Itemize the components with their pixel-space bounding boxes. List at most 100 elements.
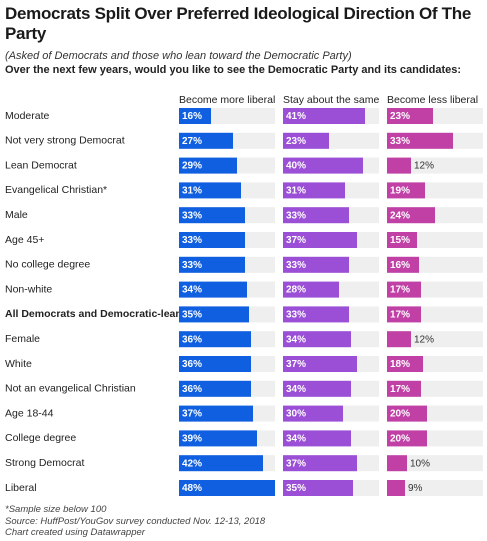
bar: [179, 331, 251, 348]
bar: [387, 232, 417, 248]
value-label: 34%: [286, 334, 306, 345]
bar: [179, 232, 245, 248]
bar: [387, 306, 421, 323]
value-label: 33%: [182, 210, 202, 221]
bar: [179, 356, 251, 372]
row-label: Evangelical Christian*: [5, 184, 107, 196]
bar: [387, 480, 405, 496]
bar: [179, 281, 247, 298]
bar: [283, 157, 363, 174]
chart-title: Democrats Split Over Preferred Ideologic…: [5, 4, 471, 43]
row-label: College degree: [5, 432, 76, 444]
bar: [387, 430, 427, 447]
value-label: 34%: [182, 285, 202, 296]
bar: [283, 356, 357, 372]
bar: [179, 380, 251, 397]
bar: [179, 182, 241, 199]
value-label: 36%: [182, 334, 202, 345]
value-label: 33%: [286, 210, 306, 221]
value-label: 18%: [390, 359, 410, 370]
row-label: Strong Democrat: [5, 457, 84, 469]
note: *Sample size below 100: [5, 504, 107, 515]
bar: [283, 182, 345, 199]
value-label: 28%: [286, 285, 306, 296]
bar: [387, 108, 433, 124]
bar: [387, 405, 427, 422]
value-label: 12%: [414, 334, 434, 345]
value-label: 41%: [286, 111, 306, 122]
bar: [283, 430, 351, 447]
value-label: 23%: [286, 136, 306, 147]
value-label: 39%: [182, 434, 202, 445]
note: Source: HuffPost/YouGov survey conducted…: [5, 515, 266, 527]
row-label: All Democrats and Democratic-leaners: [5, 308, 198, 320]
note: Chart created using Datawrapper: [5, 527, 145, 538]
bar: [179, 256, 245, 273]
bar: [179, 480, 275, 496]
column-header: Become less liberal: [387, 94, 478, 106]
bar: [179, 108, 211, 124]
row-label: Liberal: [5, 482, 37, 494]
bar: [387, 256, 419, 273]
value-label: 24%: [390, 210, 410, 221]
value-label: 12%: [414, 161, 434, 172]
bar: [179, 405, 253, 422]
row-label: Lean Democrat: [5, 159, 77, 171]
value-label: 31%: [286, 186, 306, 197]
bar: [179, 132, 233, 149]
value-label: 29%: [182, 161, 202, 172]
value-label: 34%: [286, 384, 306, 395]
bar: [283, 207, 349, 224]
bar: [283, 455, 357, 472]
row-label: Non-white: [5, 283, 52, 295]
bar: [387, 281, 421, 298]
value-label: 37%: [286, 359, 306, 370]
bar: [387, 455, 407, 472]
value-label: 33%: [182, 235, 202, 246]
row-label: Not very strong Democrat: [5, 135, 125, 147]
bar: [387, 356, 423, 372]
chart: Become more liberal Stay about the same Be…: [5, 94, 483, 496]
row-label: Male: [5, 209, 28, 221]
value-label: 36%: [182, 359, 202, 370]
bar: [283, 281, 339, 298]
value-label: 40%: [286, 161, 306, 172]
bar-track: [387, 455, 483, 472]
value-label: 36%: [182, 384, 202, 395]
value-label: 33%: [286, 310, 306, 321]
row-label: White: [5, 358, 32, 370]
value-label: 35%: [286, 483, 306, 494]
question: Over the next few years, would you like …: [5, 64, 462, 76]
row-label: No college degree: [5, 259, 90, 271]
value-label: 42%: [182, 458, 202, 469]
row-label: Not an evangelical Christian: [5, 383, 136, 395]
value-label: 17%: [390, 285, 410, 296]
value-label: 19%: [390, 186, 410, 197]
bar-track: [387, 480, 483, 496]
bar: [283, 405, 343, 422]
bar: [387, 331, 411, 348]
bar: [283, 256, 349, 273]
value-label: 31%: [182, 186, 202, 197]
bar: [179, 207, 245, 224]
value-label: 23%: [390, 111, 410, 122]
value-label: 30%: [286, 409, 306, 420]
bar: [283, 306, 349, 323]
value-label: 37%: [182, 409, 202, 420]
value-label: 10%: [410, 458, 430, 469]
row-label: Age 18-44: [5, 407, 54, 419]
value-label: 17%: [390, 384, 410, 395]
value-label: 17%: [390, 310, 410, 321]
value-label: 35%: [182, 310, 202, 321]
value-label: 27%: [182, 136, 202, 147]
bar: [283, 380, 351, 397]
bar: [179, 306, 249, 323]
bar: [283, 232, 357, 248]
column-header: Become more liberal: [179, 94, 275, 106]
bar: [283, 331, 351, 348]
bar: [179, 455, 263, 472]
bar: [387, 380, 421, 397]
bar: [179, 157, 237, 174]
value-label: 16%: [390, 260, 410, 271]
